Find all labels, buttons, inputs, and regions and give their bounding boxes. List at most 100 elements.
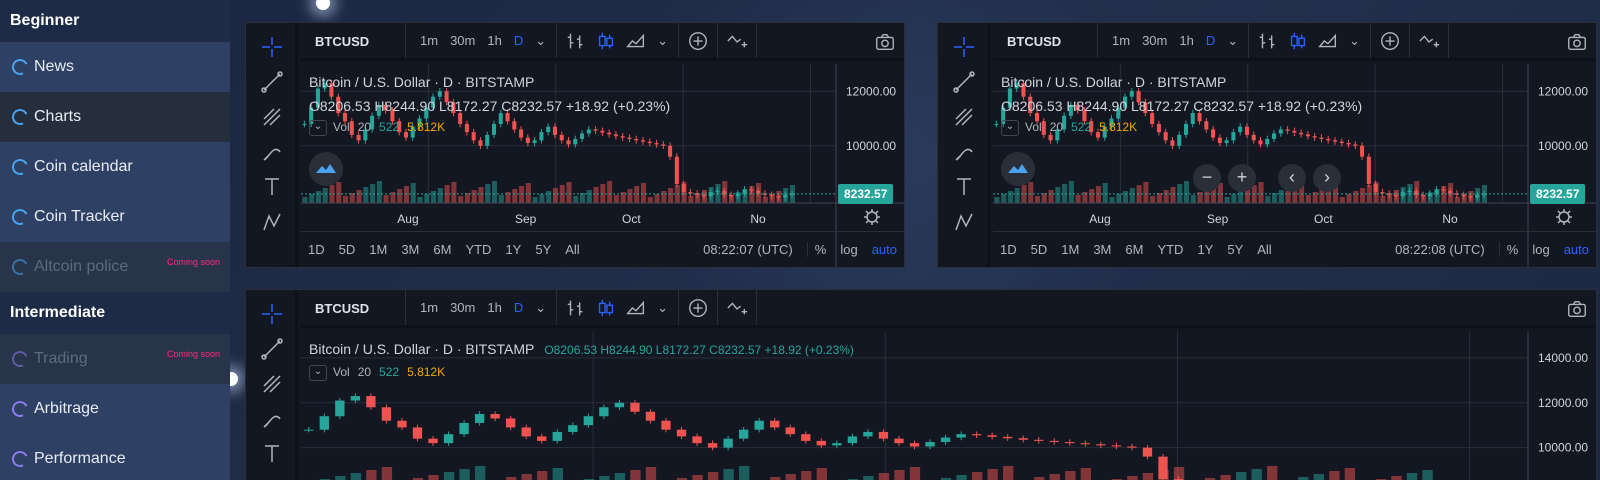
range-6m[interactable]: 6M (1125, 242, 1144, 257)
trend-line-icon[interactable] (260, 337, 284, 361)
bars-icon[interactable] (1257, 30, 1279, 52)
pitchfork-icon[interactable] (952, 105, 976, 129)
tradingview-logo-icon[interactable] (309, 152, 343, 186)
range-1d[interactable]: 1D (308, 242, 325, 257)
pitchfork-icon[interactable] (260, 372, 284, 396)
range-6m[interactable]: 6M (433, 242, 452, 257)
text-icon[interactable] (260, 175, 284, 199)
area-chart-icon[interactable] (625, 30, 647, 52)
symbol-search[interactable]: BTCUSD (993, 23, 1098, 58)
chevron-down-icon[interactable]: ⌄ (657, 299, 669, 315)
zoom-out-button[interactable]: − (1193, 164, 1221, 192)
brush-icon[interactable] (260, 140, 284, 164)
range-1m[interactable]: 1M (1061, 242, 1080, 257)
range-1m[interactable]: 1M (369, 242, 388, 257)
timeframe-30m[interactable]: 30m (1142, 33, 1168, 48)
range-3m[interactable]: 3M (1093, 242, 1112, 257)
brush-icon[interactable] (952, 140, 976, 164)
text-icon[interactable] (952, 175, 976, 199)
timeframe-1h[interactable]: 1h (487, 33, 502, 48)
collapse-chevron-icon[interactable]: ⌄ (1001, 120, 1019, 136)
pitchfork-icon[interactable] (260, 105, 284, 129)
range-ytd[interactable]: YTD (465, 242, 492, 257)
timeframe-D[interactable]: D (513, 33, 524, 48)
pattern-icon[interactable] (952, 210, 976, 234)
camera-icon[interactable] (1566, 31, 1588, 53)
timeframe-30m[interactable]: 30m (450, 300, 476, 315)
indicators-icon[interactable] (726, 297, 748, 319)
area-chart-icon[interactable] (1317, 30, 1339, 52)
price-chart[interactable]: 12000.00 10000.00 Aug Sep Oct No (993, 64, 1596, 267)
bars-icon[interactable] (565, 297, 587, 319)
candles-icon[interactable] (595, 297, 617, 319)
range-5y[interactable]: 5Y (535, 242, 552, 257)
collapse-chevron-icon[interactable]: ⌄ (309, 365, 327, 381)
crosshair-icon[interactable] (260, 35, 284, 59)
chevron-down-icon[interactable]: ⌄ (1227, 32, 1239, 48)
camera-icon[interactable] (1566, 298, 1588, 320)
sidebar-item-charts[interactable]: Charts (0, 92, 230, 142)
crosshair-icon[interactable] (952, 35, 976, 59)
scroll-left-button[interactable]: ‹ (1278, 164, 1306, 192)
sidebar-item-arbitrage[interactable]: Arbitrage (0, 384, 230, 434)
tradingview-logo-icon[interactable] (1001, 152, 1035, 186)
range-5d[interactable]: 5D (338, 242, 356, 257)
sidebar-item-coin-calendar[interactable]: Coin calendar (0, 142, 230, 192)
indicators-icon[interactable] (1418, 30, 1440, 52)
price-chart[interactable]: 12000.00 10000.00 Aug Sep Oct No (301, 64, 904, 267)
range-1y[interactable]: 1Y (1197, 242, 1214, 257)
range-5d[interactable]: 5D (1030, 242, 1048, 257)
settings-icon[interactable] (1556, 209, 1572, 225)
zoom-in-button[interactable]: + (1228, 164, 1256, 192)
chevron-down-icon[interactable]: ⌄ (535, 32, 547, 48)
scroll-right-button[interactable]: › (1313, 164, 1341, 192)
text-icon[interactable] (260, 442, 284, 466)
pattern-icon[interactable] (260, 210, 284, 234)
timeframe-1h[interactable]: 1h (1179, 33, 1194, 48)
timeframe-1h[interactable]: 1h (487, 300, 502, 315)
scale-percent[interactable]: % (1506, 242, 1519, 257)
timeframe-1m[interactable]: 1m (420, 33, 439, 48)
utc-clock[interactable]: 08:22:08 (UTC) (1388, 242, 1500, 257)
scale-auto[interactable]: auto (1563, 242, 1589, 257)
trend-line-icon[interactable] (260, 70, 284, 94)
collapse-chevron-icon[interactable]: ⌄ (309, 120, 327, 136)
chevron-down-icon[interactable]: ⌄ (1349, 32, 1361, 48)
scale-log[interactable]: log (1532, 242, 1550, 257)
timeframe-30m[interactable]: 30m (450, 33, 476, 48)
utc-clock[interactable]: 08:22:07 (UTC) (696, 242, 808, 257)
add-indicator-icon[interactable] (687, 30, 709, 52)
candles-icon[interactable] (595, 30, 617, 52)
sidebar-item-news[interactable]: News (0, 42, 230, 92)
brush-icon[interactable] (260, 407, 284, 431)
price-chart[interactable]: 14000.00 12000.00 10000.00 (301, 331, 1596, 480)
sidebar-item-performance[interactable]: Performance (0, 434, 230, 480)
area-chart-icon[interactable] (625, 297, 647, 319)
timeframe-D[interactable]: D (513, 300, 524, 315)
indicators-icon[interactable] (726, 30, 748, 52)
add-indicator-icon[interactable] (687, 297, 709, 319)
sidebar-item-coin-tracker[interactable]: Coin Tracker (0, 192, 230, 242)
trend-line-icon[interactable] (952, 70, 976, 94)
range-ytd[interactable]: YTD (1157, 242, 1184, 257)
symbol-search[interactable]: BTCUSD (301, 290, 406, 325)
crosshair-icon[interactable] (260, 302, 284, 326)
range-all[interactable]: All (1257, 242, 1272, 257)
timeframe-1m[interactable]: 1m (420, 300, 439, 315)
scale-auto[interactable]: auto (871, 242, 897, 257)
range-5y[interactable]: 5Y (1227, 242, 1244, 257)
timeframe-D[interactable]: D (1205, 33, 1216, 48)
chevron-down-icon[interactable]: ⌄ (657, 32, 669, 48)
scale-percent[interactable]: % (814, 242, 827, 257)
candles-icon[interactable] (1287, 30, 1309, 52)
bars-icon[interactable] (565, 30, 587, 52)
symbol-search[interactable]: BTCUSD (301, 23, 406, 58)
range-3m[interactable]: 3M (401, 242, 420, 257)
add-indicator-icon[interactable] (1379, 30, 1401, 52)
timeframe-1m[interactable]: 1m (1112, 33, 1131, 48)
range-1d[interactable]: 1D (1000, 242, 1017, 257)
chevron-down-icon[interactable]: ⌄ (535, 299, 547, 315)
scale-log[interactable]: log (840, 242, 858, 257)
range-1y[interactable]: 1Y (505, 242, 522, 257)
range-all[interactable]: All (565, 242, 580, 257)
